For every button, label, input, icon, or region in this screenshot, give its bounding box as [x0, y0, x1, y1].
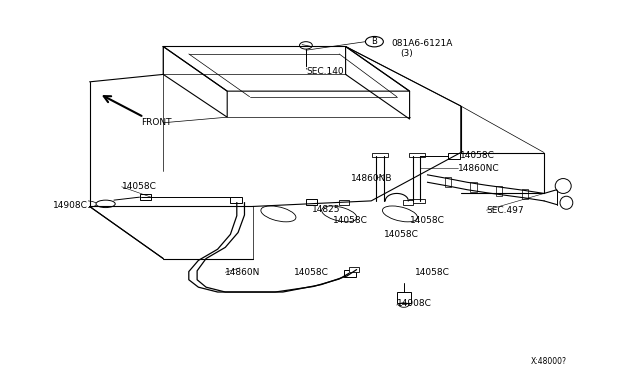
Text: SEC.140: SEC.140 — [306, 67, 344, 76]
Text: 14825: 14825 — [312, 205, 341, 214]
Text: 14058C: 14058C — [333, 216, 367, 225]
Bar — [448, 153, 460, 159]
Bar — [522, 189, 528, 199]
Text: 081A6-6121A: 081A6-6121A — [392, 39, 453, 48]
Bar — [339, 200, 349, 205]
Text: 14860NC: 14860NC — [458, 164, 499, 173]
Bar — [344, 270, 356, 277]
Bar — [349, 267, 359, 272]
Text: 14058C: 14058C — [460, 151, 494, 160]
Bar — [230, 197, 242, 203]
Text: 14058C: 14058C — [122, 182, 156, 191]
Text: B: B — [371, 37, 377, 46]
Text: X:48000?: X:48000? — [531, 357, 566, 366]
Text: 14058C: 14058C — [415, 268, 449, 277]
Bar — [397, 292, 411, 303]
Bar — [470, 182, 477, 192]
Text: 14860N: 14860N — [225, 268, 260, 277]
Bar — [306, 199, 317, 205]
Text: FRONT: FRONT — [141, 118, 172, 126]
Bar — [409, 199, 425, 203]
Text: (3): (3) — [400, 49, 413, 58]
Bar — [403, 200, 413, 205]
Text: 14058C: 14058C — [384, 230, 419, 239]
Text: SEC.497: SEC.497 — [486, 206, 524, 215]
Bar — [140, 194, 151, 200]
Text: 14058C: 14058C — [410, 216, 444, 225]
Bar — [372, 153, 388, 157]
Bar — [496, 186, 502, 196]
Bar — [445, 177, 451, 187]
Text: 14058C: 14058C — [294, 268, 329, 277]
Text: 14908C: 14908C — [52, 201, 87, 210]
Text: 14908C: 14908C — [397, 299, 431, 308]
Text: 14860NB: 14860NB — [351, 174, 392, 183]
Bar — [409, 153, 425, 157]
